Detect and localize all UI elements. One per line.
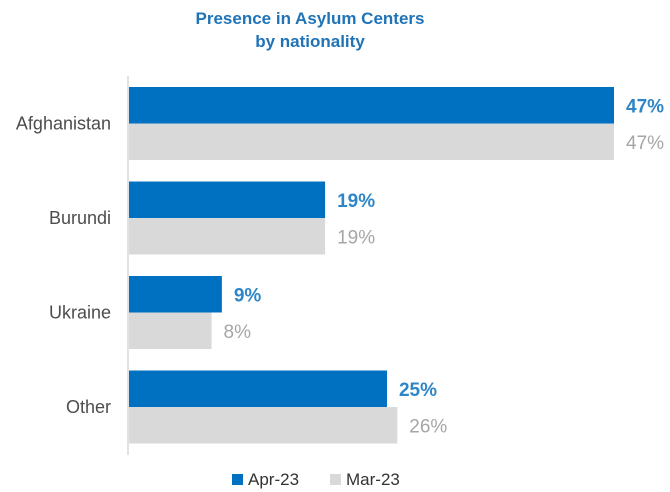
bar-mar-23-ukraine xyxy=(129,312,212,349)
legend-label-mar-23: Mar-23 xyxy=(346,470,400,489)
bar-mar-23-afghanistan xyxy=(129,123,614,160)
bar-apr-23-ukraine xyxy=(129,276,222,313)
category-label-afghanistan: Afghanistan xyxy=(16,114,111,134)
data-label-mar-23-burundi: 19% xyxy=(337,227,375,248)
data-label-apr-23-afghanistan: 47% xyxy=(626,96,664,117)
category-label-other: Other xyxy=(66,397,111,417)
legend-swatch-mar-23 xyxy=(330,474,341,485)
legend-label-apr-23: Apr-23 xyxy=(248,470,299,489)
bar-apr-23-other xyxy=(129,370,387,407)
data-label-apr-23-burundi: 19% xyxy=(337,191,375,212)
chart-title-line-2: by nationality xyxy=(255,32,365,51)
data-label-mar-23-ukraine: 8% xyxy=(224,322,252,343)
category-label-burundi: Burundi xyxy=(49,208,111,228)
data-label-apr-23-ukraine: 9% xyxy=(234,285,262,306)
bar-apr-23-afghanistan xyxy=(129,87,614,124)
plot-area: Afghanistan 47% 47% Burundi 19% 19% Ukraine 9% 8… xyxy=(16,87,664,444)
category-label-ukraine: Ukraine xyxy=(49,303,111,323)
data-label-apr-23-other: 25% xyxy=(399,380,437,401)
legend-swatch-apr-23 xyxy=(232,474,243,485)
data-label-mar-23-afghanistan: 47% xyxy=(626,133,664,154)
chart-title-line-1: Presence in Asylum Centers xyxy=(196,9,425,28)
data-label-mar-23-other: 26% xyxy=(409,416,447,437)
bar-mar-23-other xyxy=(129,407,398,444)
legend: Apr-23 Mar-23 xyxy=(232,470,400,489)
bar-apr-23-burundi xyxy=(129,181,326,218)
bar-mar-23-burundi xyxy=(129,218,326,255)
